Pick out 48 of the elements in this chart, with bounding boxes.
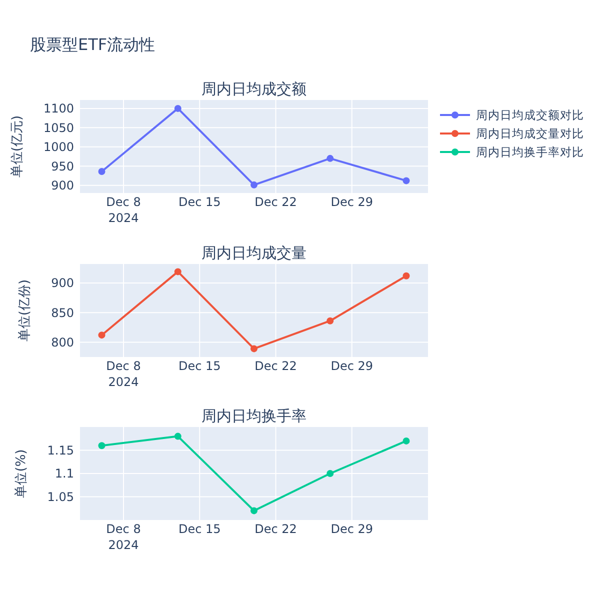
point — [326, 470, 334, 477]
point — [98, 332, 106, 339]
text: 股票型ETF流动性 — [30, 35, 156, 54]
y-axis-title: 单位(%) — [14, 449, 29, 498]
y-axis-title: 单位(亿元) — [10, 115, 26, 178]
point — [98, 168, 106, 175]
point — [326, 317, 334, 324]
y-tick-label: 1.1 — [54, 466, 74, 481]
legend-label: 周内日均成交量对比 — [476, 126, 584, 141]
point — [98, 442, 106, 450]
y-tick-label: 1000 — [43, 140, 74, 154]
x-tick-label: Dec 22 — [254, 359, 297, 373]
y-tick-label: 1.05 — [47, 490, 74, 504]
point — [402, 437, 410, 444]
y-axis-title: 单位(亿份) — [17, 279, 32, 342]
x-tick-label: Dec 29 — [330, 195, 374, 209]
point — [250, 507, 258, 514]
x-tick-label: Dec 15 — [178, 359, 221, 373]
y-tick-label: 1.15 — [47, 443, 74, 458]
y-tick-label: 900 — [51, 178, 74, 193]
point — [174, 104, 182, 112]
x-tick-label: Dec 29 — [330, 522, 374, 536]
x-tick-label: Dec 15 — [178, 522, 221, 536]
x-tick-label: Dec 15 — [178, 195, 221, 209]
point — [250, 181, 258, 188]
y-tick-label: 800 — [51, 335, 74, 350]
legend-label: 周内日均换手率对比 — [476, 145, 584, 160]
y-tick-label: 1050 — [43, 120, 74, 135]
x-tick-label: Dec 8 2024 — [106, 359, 141, 389]
legend-label: 周内日均成交额对比 — [476, 108, 584, 122]
chart-title: 周内日均换手率 — [202, 407, 306, 425]
point — [174, 432, 182, 440]
x-tick-label: Dec 29 — [330, 359, 374, 373]
x-tick-label: Dec 8 2024 — [106, 522, 141, 552]
y-tick-label: 850 — [51, 306, 74, 320]
point — [402, 177, 410, 184]
chart-title: 周内日均成交额 — [202, 80, 306, 98]
point — [174, 268, 182, 276]
x-tick-label: Dec 22 — [254, 522, 297, 536]
point — [402, 272, 410, 280]
y-tick-label: 950 — [51, 159, 74, 174]
y-tick-label: 1100 — [43, 102, 74, 116]
x-tick-label: Dec 8 2024 — [106, 195, 141, 225]
point — [250, 345, 258, 352]
point — [326, 154, 334, 162]
y-tick-label: 900 — [51, 276, 74, 290]
x-tick-label: Dec 22 — [254, 195, 297, 209]
chart-title: 周内日均成交量 — [202, 244, 306, 262]
